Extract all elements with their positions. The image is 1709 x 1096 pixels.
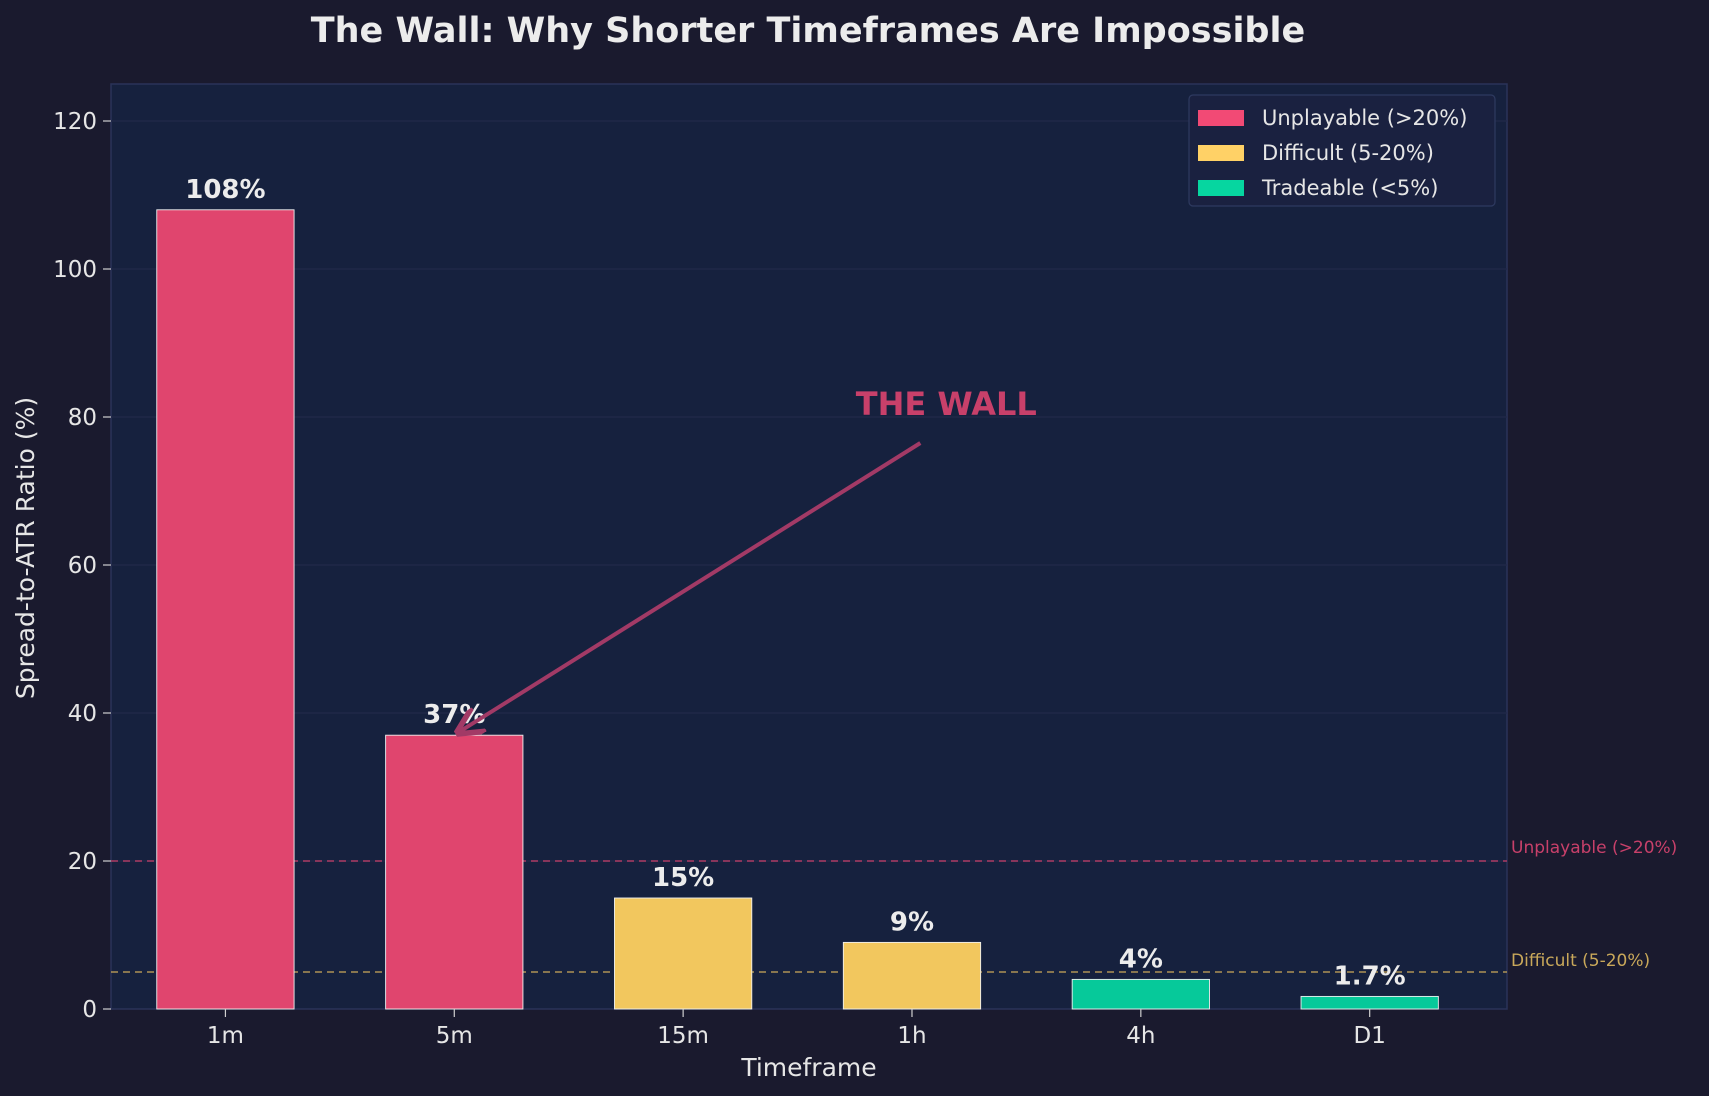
data-label-15m: 15% (652, 863, 714, 893)
data-label-1m: 108% (185, 175, 265, 205)
x-axis-label: Timeframe (740, 1053, 876, 1082)
threshold-label: Unplayable (>20%) (1511, 838, 1677, 858)
gridlines (111, 120, 1507, 862)
x-tick-label-5m: 5m (436, 1023, 473, 1049)
bar-4h (1071, 978, 1210, 1010)
legend-box (1188, 94, 1496, 207)
bar-1m (156, 209, 295, 1010)
y-tick-label: 100 (53, 257, 97, 283)
y-tick-label: 60 (68, 553, 97, 579)
x-tick-label-D1: D1 (1354, 1023, 1386, 1049)
y-tick-label: 0 (82, 997, 97, 1023)
x-tick-label-4h: 4h (1126, 1023, 1155, 1049)
bar-D1 (1300, 995, 1439, 1010)
bars (156, 209, 1439, 1010)
threshold-label: Difficult (5-20%) (1511, 951, 1650, 971)
data-label-1h: 9% (890, 907, 934, 937)
annotation-text: THE WALL (856, 385, 1037, 423)
bar-1h (842, 941, 982, 1010)
y-tick-label: 20 (68, 849, 97, 875)
data-label-4h: 4% (1119, 944, 1163, 974)
x-tick-label-15m: 15m (657, 1023, 709, 1049)
legend-label: Difficult (5-20%) (1262, 141, 1434, 165)
chart-title: The Wall: Why Shorter Timeframes Are Imp… (311, 11, 1305, 51)
wall-annotation: THE WALL (460, 385, 1037, 731)
data-label-D1: 1.7% (1334, 961, 1406, 991)
y-tick-label: 40 (68, 701, 97, 727)
data-label-5m: 37% (423, 700, 485, 730)
legend-swatch (1198, 180, 1244, 196)
legend: Unplayable (>20%) Difficult (5-20%) Tradea… (1188, 94, 1496, 207)
y-tick-label: 120 (53, 109, 97, 135)
legend-swatch (1198, 145, 1244, 161)
legend-swatch (1198, 110, 1244, 126)
bar-15m (614, 897, 753, 1010)
annotation-arrow (460, 441, 922, 731)
y-tick-label: 80 (68, 405, 97, 431)
bar-5m (385, 734, 524, 1010)
legend-label: Unplayable (>20%) (1262, 106, 1467, 130)
y-axis-label: Spread-to-ATR Ratio (%) (11, 397, 40, 699)
threshold-lines: Unplayable (>20%) Difficult (5-20%) (111, 838, 1677, 973)
x-tick-label-1h: 1h (897, 1023, 926, 1049)
x-axis: 1m 5m 15m 1h 4h D1 (207, 1009, 1386, 1049)
legend-label: Tradeable (<5%) (1261, 176, 1438, 200)
y-axis: 0 20 40 60 80 100 120 (53, 109, 111, 1023)
x-tick-label-1m: 1m (207, 1023, 244, 1049)
plot-area (110, 83, 1508, 1010)
